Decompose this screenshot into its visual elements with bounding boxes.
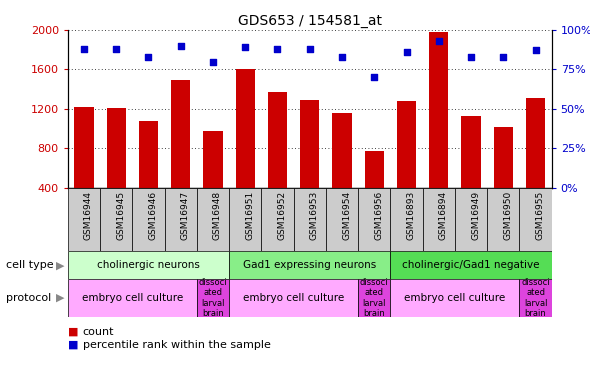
Text: GSM16953: GSM16953 [310, 190, 319, 240]
Bar [300, 100, 319, 227]
FancyBboxPatch shape [519, 279, 552, 317]
Point [112, 46, 121, 52]
Text: GSM16948: GSM16948 [213, 190, 222, 240]
Bar [204, 131, 222, 227]
Point [79, 46, 88, 52]
Bar [268, 92, 287, 227]
Text: ■: ■ [68, 327, 78, 337]
Bar [107, 108, 126, 227]
Bar [461, 116, 481, 227]
FancyBboxPatch shape [326, 188, 358, 251]
Text: cholinergic/Gad1 negative: cholinergic/Gad1 negative [402, 260, 540, 270]
Text: ■: ■ [68, 340, 78, 350]
Text: dissoci
ated
larval
brain: dissoci ated larval brain [360, 278, 389, 318]
Text: GSM16955: GSM16955 [536, 190, 545, 240]
Bar [365, 151, 384, 227]
FancyBboxPatch shape [229, 251, 391, 279]
FancyBboxPatch shape [455, 188, 487, 251]
Text: GSM16956: GSM16956 [374, 190, 384, 240]
Text: GSM16954: GSM16954 [342, 190, 351, 240]
Point [434, 38, 444, 44]
Text: cholinergic neurons: cholinergic neurons [97, 260, 200, 270]
Text: GSM16951: GSM16951 [245, 190, 254, 240]
FancyBboxPatch shape [358, 188, 391, 251]
Bar [429, 32, 448, 227]
Bar [74, 107, 94, 227]
Text: GSM16894: GSM16894 [439, 190, 448, 240]
Point [176, 43, 185, 49]
FancyBboxPatch shape [391, 251, 552, 279]
Text: ▶: ▶ [57, 260, 65, 270]
FancyBboxPatch shape [391, 279, 519, 317]
Text: GSM16945: GSM16945 [116, 190, 125, 240]
Point [305, 46, 314, 52]
Text: dissoci
ated
larval
brain: dissoci ated larval brain [199, 278, 227, 318]
Text: GSM16950: GSM16950 [503, 190, 512, 240]
Bar [235, 69, 255, 227]
FancyBboxPatch shape [229, 279, 358, 317]
Text: GSM16946: GSM16946 [149, 190, 158, 240]
Point [499, 54, 508, 60]
Text: GSM16949: GSM16949 [471, 190, 480, 240]
FancyBboxPatch shape [358, 279, 391, 317]
Point [241, 44, 250, 50]
Text: embryo cell culture: embryo cell culture [404, 293, 506, 303]
FancyBboxPatch shape [197, 279, 229, 317]
FancyBboxPatch shape [294, 188, 326, 251]
FancyBboxPatch shape [422, 188, 455, 251]
Bar [397, 101, 416, 227]
FancyBboxPatch shape [68, 279, 197, 317]
FancyBboxPatch shape [391, 188, 422, 251]
Point [402, 49, 411, 55]
Text: count: count [83, 327, 114, 337]
FancyBboxPatch shape [487, 188, 519, 251]
Text: GSM16952: GSM16952 [277, 190, 287, 240]
Point [273, 46, 282, 52]
FancyBboxPatch shape [229, 188, 261, 251]
FancyBboxPatch shape [100, 188, 132, 251]
FancyBboxPatch shape [197, 188, 229, 251]
Text: embryo cell culture: embryo cell culture [243, 293, 344, 303]
FancyBboxPatch shape [165, 188, 197, 251]
FancyBboxPatch shape [68, 251, 229, 279]
Text: Gad1 expressing neurons: Gad1 expressing neurons [243, 260, 376, 270]
Bar [139, 121, 158, 227]
FancyBboxPatch shape [261, 188, 294, 251]
Point [208, 58, 218, 64]
FancyBboxPatch shape [132, 188, 165, 251]
Point [144, 54, 153, 60]
Point [337, 54, 347, 60]
Text: percentile rank within the sample: percentile rank within the sample [83, 340, 270, 350]
Point [531, 48, 540, 54]
Text: cell type: cell type [6, 260, 54, 270]
Text: dissoci
ated
larval
brain: dissoci ated larval brain [521, 278, 550, 318]
Point [369, 74, 379, 80]
Text: ▶: ▶ [57, 293, 65, 303]
Text: GSM16947: GSM16947 [181, 190, 190, 240]
Text: GSM16893: GSM16893 [407, 190, 415, 240]
Bar [526, 98, 545, 227]
Point [466, 54, 476, 60]
Text: embryo cell culture: embryo cell culture [82, 293, 183, 303]
Title: GDS653 / 154581_at: GDS653 / 154581_at [238, 13, 382, 28]
Text: protocol: protocol [6, 293, 51, 303]
Bar [171, 80, 191, 227]
Text: GSM16944: GSM16944 [84, 190, 93, 240]
Bar [332, 112, 352, 227]
FancyBboxPatch shape [68, 188, 100, 251]
FancyBboxPatch shape [519, 188, 552, 251]
Bar [494, 128, 513, 227]
